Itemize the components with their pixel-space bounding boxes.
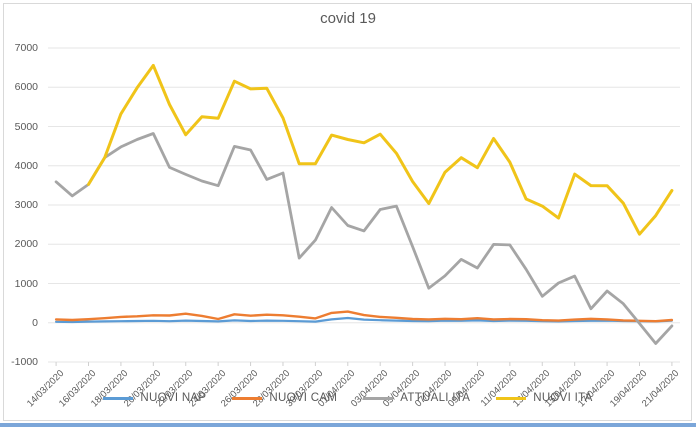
legend-line-swatch	[496, 396, 527, 400]
legend-label: NUOVI ITA	[533, 392, 593, 404]
y-tick-label: 3000	[14, 199, 38, 211]
legend-label: ATTUALI ITA	[400, 392, 471, 404]
y-tick-label: 5000	[14, 120, 38, 133]
y-tick-label: 0	[32, 316, 38, 329]
y-tick-label: 2000	[14, 238, 38, 251]
y-tick-label: 7000	[14, 42, 38, 54]
y-tick-label: 6000	[14, 81, 38, 94]
chart-title: covid 19	[320, 10, 376, 27]
legend-line-swatch	[363, 396, 394, 400]
legend-line-swatch	[103, 396, 134, 400]
chart-legend: NUOVI NAP NUOVI CAM ATTUALI ITA NUOVI ITA	[0, 392, 696, 404]
legend-item-nuovi-nap: NUOVI NAP	[103, 392, 206, 404]
legend-item-nuovi-cam: NUOVI CAM	[232, 392, 337, 404]
legend-line-swatch	[232, 396, 263, 400]
series-line-nuovi-cam	[54, 310, 674, 323]
y-tick-label: 4000	[14, 159, 38, 172]
legend-item-attuali-ita: ATTUALI ITA	[363, 392, 470, 404]
y-tick-label: 1000	[14, 277, 38, 290]
bottom-border-strip	[0, 423, 696, 427]
legend-label: NUOVI NAP	[140, 392, 207, 404]
chart-frame	[3, 3, 692, 421]
legend-item-nuovi-ita: NUOVI ITA	[496, 392, 592, 404]
legend-label: NUOVI CAM	[269, 392, 338, 404]
y-tick-label: -1000	[11, 356, 38, 368]
series-line-attuali-ita	[54, 132, 674, 345]
series-line-nuovi-ita	[87, 63, 674, 236]
